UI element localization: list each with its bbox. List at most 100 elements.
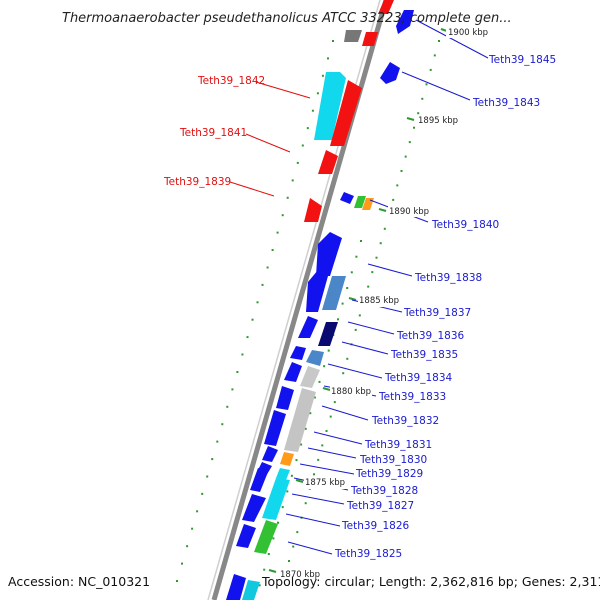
gene-shape-teth39-1832[interactable]: [284, 388, 316, 452]
guide-dot: [371, 271, 374, 274]
guide-dot: [272, 537, 275, 540]
gene-shape-teth39-1833[interactable]: [300, 366, 320, 388]
gene-shape-teth39-1840[interactable]: [340, 192, 354, 204]
gene-label-teth39-1845[interactable]: Teth39_1845: [488, 54, 556, 66]
guide-dot: [333, 401, 336, 404]
guide-dot: [291, 179, 294, 182]
gene-shape-teth39-1839-upper[interactable]: [318, 150, 338, 174]
gene-label-teth39-1831[interactable]: Teth39_1831: [364, 439, 432, 451]
topology-text: Topology: circular; Length: 2,362,816 bp…: [261, 574, 600, 589]
gene-shape-teth39-1826-a[interactable]: [236, 524, 256, 548]
gene-label-teth39-1826[interactable]: Teth39_1826: [341, 520, 410, 532]
gene-shape-orange-small[interactable]: [362, 198, 374, 210]
gene-label-teth39-1832[interactable]: Teth39_1832: [371, 415, 439, 427]
guide-dot: [323, 365, 326, 368]
gene-label-teth39-1827[interactable]: Teth39_1827: [346, 500, 414, 512]
gene-label-teth39-1836[interactable]: Teth39_1836: [396, 330, 465, 342]
gene-shape-teth39-1838[interactable]: [316, 232, 342, 276]
gene-shape-teth39-1825[interactable]: [226, 574, 246, 600]
guide-dot: [286, 196, 289, 199]
gene-shape-teth39-1839[interactable]: [304, 198, 322, 222]
guide-dot: [300, 443, 303, 446]
gene-shape-teth39-1828-a[interactable]: [250, 468, 268, 492]
gene-shape-teth39-1831[interactable]: [264, 410, 286, 446]
guide-dot: [317, 458, 320, 461]
gene-label-teth39-1842[interactable]: Teth39_1842: [197, 75, 265, 87]
gene-shape-teth39-1845[interactable]: [396, 10, 414, 34]
guide-dot: [383, 227, 386, 230]
gene-labels: Teth39_1845 Teth39_1843 Teth39_1842 Teth…: [163, 54, 556, 560]
gene-shape-teth39-1841[interactable]: [330, 80, 362, 146]
gene-shape-teth39-1836-a[interactable]: [298, 316, 318, 338]
guide-dot: [346, 287, 349, 289]
guide-dot: [316, 92, 319, 95]
gene-shape-teth39-1830[interactable]: [262, 446, 278, 462]
gene-shape-teth39-1837[interactable]: [322, 276, 346, 310]
tick-label-1885: 1885 kbp: [359, 296, 399, 306]
gene-label-teth39-1835[interactable]: Teth39_1835: [390, 349, 458, 361]
guide-dot: [211, 458, 214, 461]
guide-dot: [311, 109, 314, 112]
gene-shape-teth39-1836[interactable]: [318, 322, 338, 346]
gene-label-teth39-1841[interactable]: Teth39_1841: [179, 127, 247, 139]
guide-dot: [246, 336, 249, 339]
gene-label-teth39-1825[interactable]: Teth39_1825: [334, 548, 402, 560]
gene-shape-top-red[interactable]: [362, 32, 378, 46]
guide-dot: [327, 57, 329, 60]
gene-shape-green-small[interactable]: [354, 196, 366, 208]
gene-shape-teth39-1834[interactable]: [284, 362, 302, 382]
guide-dot: [236, 371, 239, 373]
guide-dot: [304, 427, 307, 430]
tick-label-1875: 1875 kbp: [305, 478, 345, 488]
gene-label-teth39-1839[interactable]: Teth39_1839: [163, 176, 231, 188]
gene-shape-teth39-1830-orange[interactable]: [280, 452, 294, 466]
guide-dot: [267, 553, 270, 555]
gene-shape-teth39-1825-cyan[interactable]: [242, 580, 260, 600]
guide-dot: [313, 396, 316, 399]
guide-dot: [206, 475, 209, 478]
guide-dot: [358, 314, 361, 317]
gene-shape-teth39-1833-a[interactable]: [276, 386, 294, 410]
gene-shape-teth39-1828[interactable]: [276, 468, 290, 480]
tick-label-1880: 1880 kbp: [331, 387, 371, 397]
gene-shape-teth39-1827[interactable]: [262, 478, 290, 520]
gene-shape-teth39-1843[interactable]: [380, 62, 400, 84]
guide-dot: [296, 161, 299, 164]
gene-shape-teth39-1837-a[interactable]: [306, 270, 328, 312]
guide-dot: [329, 415, 332, 418]
gene-shape-top-gray[interactable]: [344, 30, 362, 42]
guide-dot: [241, 353, 244, 356]
guide-dot: [321, 74, 324, 77]
guide-dot: [292, 545, 295, 548]
gene-label-teth39-1828[interactable]: Teth39_1828: [350, 485, 418, 497]
guide-dot: [281, 214, 284, 217]
page-title: Thermoanaerobacter pseudethanolicus ATCC…: [62, 11, 512, 26]
gene-label-teth39-1840[interactable]: Teth39_1840: [431, 219, 499, 231]
gene-label-teth39-1834[interactable]: Teth39_1834: [384, 372, 453, 384]
guide-dot: [186, 545, 189, 548]
guide-dot: [332, 40, 334, 42]
guide-dot: [355, 255, 358, 258]
guide-dot: [231, 388, 234, 391]
tick-label-1890: 1890 kbp: [389, 207, 429, 217]
gene-label-teth39-1843[interactable]: Teth39_1843: [472, 97, 540, 109]
guide-dot: [191, 527, 194, 530]
guide-dot: [327, 349, 330, 352]
gene-shape-teth39-1835-a[interactable]: [290, 346, 306, 360]
gene-label-teth39-1838[interactable]: Teth39_1838: [414, 272, 482, 284]
gene-label-teth39-1829[interactable]: Teth39_1829: [355, 468, 423, 480]
gene-shape-top-red-2[interactable]: [378, 0, 394, 14]
gene-label-teth39-1830[interactable]: Teth39_1830: [359, 454, 427, 466]
guide-dot: [438, 40, 440, 42]
gene-shape-teth39-1827-a[interactable]: [242, 494, 266, 522]
gene-shape-teth39-1842[interactable]: [314, 72, 346, 140]
guide-dot: [201, 492, 204, 495]
guide-dot: [301, 144, 304, 147]
guide-dot: [404, 155, 407, 158]
gene-label-teth39-1833[interactable]: Teth39_1833: [378, 391, 446, 403]
gene-label-teth39-1837[interactable]: Teth39_1837: [403, 307, 471, 319]
guide-dot: [196, 510, 199, 513]
gene-shape-teth39-1835[interactable]: [306, 350, 324, 366]
gene-shape-teth39-1826[interactable]: [254, 520, 278, 554]
